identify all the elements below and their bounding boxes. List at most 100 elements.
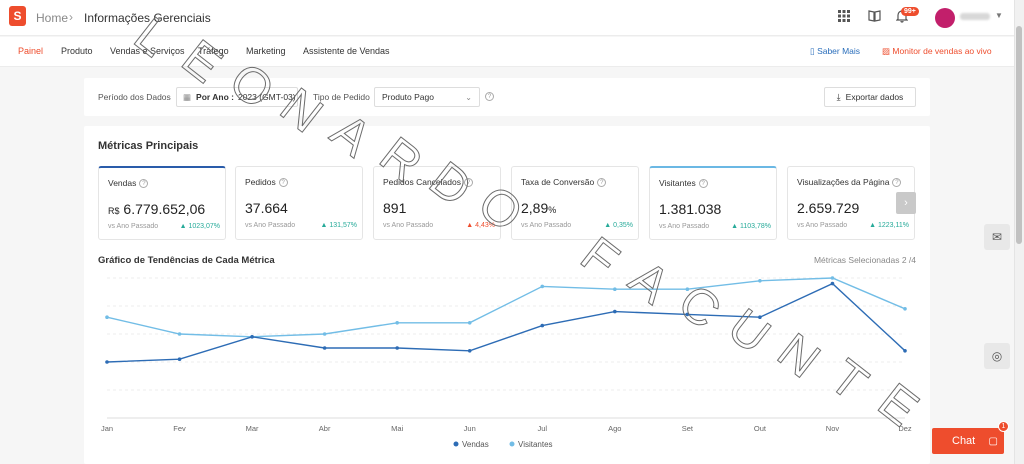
arrow-up-icon: ▲ [604,222,612,229]
metric-name: Pedidos Cancelados? [383,177,473,188]
chevron-down-icon: ⌄ [465,92,472,102]
download-icon: ⤓ [836,91,841,102]
metric-card[interactable]: Pedidos? 37.664 vs Ano Passado ▲ 131,57% [235,166,363,240]
metric-name: Visualizações da Página? [797,177,902,188]
user-name-blurred[interactable] [960,13,990,20]
legend-marker [509,441,515,447]
data-point[interactable] [685,312,690,317]
data-point[interactable] [177,332,182,336]
metric-card[interactable]: Pedidos Cancelados? 891 vs Ano Passado ▲ 4,… [373,166,501,240]
metric-change: ▲ 131,57% [320,222,357,229]
top-bar: S Home › Informações Gerenciais 99+ ▼ [0,0,1014,36]
metrics-title: Métricas Principais [98,140,199,152]
help-icon[interactable]: ? [892,178,902,188]
data-point[interactable] [105,315,109,319]
legend-label[interactable]: Vendas [462,440,489,449]
data-point[interactable] [105,360,109,364]
chevron-down-icon[interactable]: ▼ [995,11,1003,20]
currency-prefix: R$ [108,206,120,216]
nav-item-trafego[interactable]: Tráfego [198,46,229,56]
data-point[interactable] [322,332,327,336]
book-icon[interactable] [866,10,882,26]
data-point[interactable] [395,346,399,350]
shopee-logo[interactable]: S [9,6,26,26]
nav-item-vendas-servicos[interactable]: Vendas e Serviços [110,46,185,56]
chat-window-icon: ▢ [988,435,998,447]
metric-card[interactable]: Visitantes? 1.381.038 vs Ano Passado ▲ 1103… [649,166,777,240]
x-tick-label: Abr [319,424,331,433]
metric-value: 2,89% [521,200,556,216]
filter-bar: Período dos Dados ▦ Por Ano : 2023 (GMT-… [84,78,930,116]
metric-number: 37.664 [245,200,288,216]
metric-value: 2.659.729 [797,200,859,216]
period-selector[interactable]: ▦ Por Ano : 2023 (GMT-03) [176,87,298,107]
metric-change: ▲ 1103,78% [731,223,771,230]
main-nav: Painel Produto Vendas e Serviços Tráfego… [0,37,1014,67]
data-point[interactable] [903,307,907,311]
inbox-icon[interactable]: ✉ [984,224,1010,250]
metric-number: 2.659.729 [797,200,860,216]
compare-label: vs Ano Passado [659,223,710,230]
support-headset-icon[interactable]: ◎ [984,343,1010,369]
metric-card[interactable]: Taxa de Conversão? 2,89% vs Ano Passado ▲ 0… [511,166,639,240]
breadcrumb-home[interactable]: Home [36,11,69,25]
chat-badge: 1 [998,421,1009,432]
apps-grid-icon[interactable] [836,10,852,26]
data-point[interactable] [322,346,327,350]
nav-item-produto[interactable]: Produto [61,46,93,56]
data-point[interactable] [467,349,472,353]
compare-label: vs Ano Passado [245,222,296,229]
avatar[interactable] [935,8,955,28]
data-point[interactable] [758,279,762,283]
data-point[interactable] [685,287,690,291]
help-icon[interactable]: ? [698,179,708,189]
nav-item-painel[interactable]: Painel [18,46,44,56]
data-point[interactable] [613,309,617,314]
x-tick-label: Dez [898,424,912,433]
series-line [106,282,906,363]
data-point[interactable] [830,276,835,280]
data-point[interactable] [395,321,399,325]
metric-card[interactable]: Vendas? R$ 6.779.652,06 vs Ano Passado ▲ 10… [98,166,226,240]
data-point[interactable] [250,335,254,339]
help-icon[interactable]: ? [278,178,288,188]
chat-button[interactable]: Chat ▢ [932,428,1004,454]
help-icon[interactable]: ? [597,178,607,188]
trend-line-chart: Jan Fev Mar Abr Mai Jun Jul Ago Set Out Nov Dez Vend… [101,276,912,449]
data-point[interactable] [540,284,545,289]
metric-value: R$ 6.779.652,06 [108,201,205,217]
arrow-up-icon: ▲ [869,222,877,229]
data-point[interactable] [467,321,472,325]
x-tick-label: Fev [173,424,186,433]
legend-label[interactable]: Visitantes [518,440,553,449]
order-type-select[interactable]: Produto Pago ⌄ [374,87,480,107]
scrollbar-thumb[interactable] [1016,26,1022,244]
data-point[interactable] [177,357,182,361]
live-monitor-label: Monitor de vendas ao vivo [892,46,992,56]
period-value: 2023 (GMT-03) [237,92,296,102]
nav-item-assistente[interactable]: Assistente de Vendas [303,46,390,56]
help-icon[interactable]: ? [485,92,494,101]
live-monitor-link[interactable]: ▨ Monitor de vendas ao vivo [882,46,992,57]
x-tick-label: Ago [608,424,621,433]
help-icon[interactable]: ? [463,178,473,188]
main-card: Métricas Principais Vendas? R$ 6.779.652,… [84,126,930,464]
data-point[interactable] [758,315,762,319]
chevron-right-icon: › [69,10,73,24]
page-title: Informações Gerenciais [84,11,211,25]
data-point[interactable] [613,287,617,291]
order-type-label: Tipo de Pedido [313,92,370,102]
help-icon[interactable]: ? [139,179,149,189]
learn-more-link[interactable]: ▯ Saber Mais [810,46,860,57]
export-button[interactable]: ⤓ Exportar dados [824,87,916,107]
metric-value: 37.664 [245,200,288,216]
x-tick-label: Mar [246,424,259,433]
data-point[interactable] [540,323,545,328]
nav-item-marketing[interactable]: Marketing [246,46,286,56]
data-point[interactable] [903,349,907,353]
data-point[interactable] [830,281,835,286]
x-tick-label: Jun [464,424,476,433]
selected-metrics-count[interactable]: Métricas Selecionadas 2 /4 [813,255,916,265]
chevron-right-icon[interactable]: › [896,192,916,214]
metric-card[interactable]: Visualizações da Página? 2.659.729 vs Ano … [787,166,915,240]
